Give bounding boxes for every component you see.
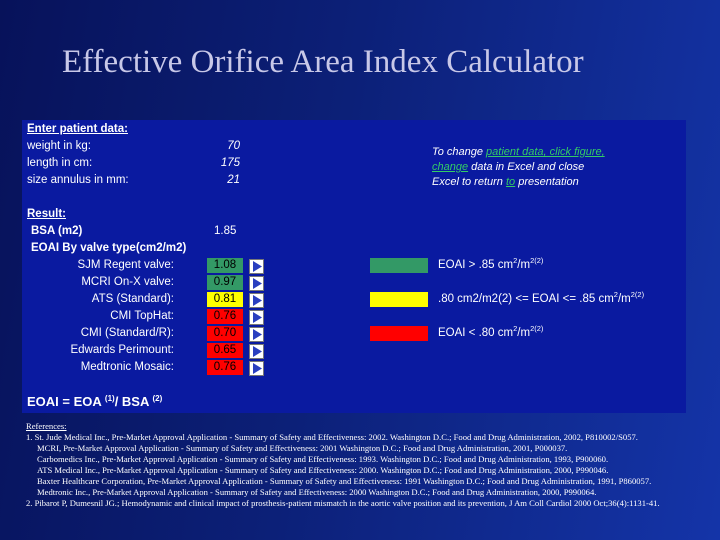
- legend-text-part: EOAI < .80 cm: [438, 327, 514, 339]
- excel-panel: Enter patient data: weight in kg: 70 length…: [22, 120, 686, 413]
- bsa-label: BSA (m2): [31, 225, 83, 237]
- result-heading: Result:: [27, 208, 66, 220]
- open-button[interactable]: [249, 361, 264, 376]
- legend-swatch: [370, 258, 428, 273]
- legend-text-part: .80 cm2/m2(2) <= EOAI <= .85 cm: [438, 293, 614, 305]
- valve-name: CMI TopHat:: [110, 310, 174, 322]
- input-label: length in cm:: [27, 157, 93, 169]
- open-button[interactable]: [249, 327, 264, 342]
- references: References: 1. St. Jude Medical Inc., Pre…: [26, 421, 660, 509]
- legend-text-part: /m: [517, 327, 531, 339]
- legend-text: .80 cm2/m2(2) <= EOAI <= .85 cm2/m2(2): [438, 290, 645, 307]
- valve-eoai: 0.70: [207, 326, 243, 341]
- instruction-line: Excel to return to presentation: [432, 175, 579, 190]
- instruction-line: To change patient data, click figure,: [432, 145, 605, 160]
- open-button[interactable]: [249, 293, 264, 308]
- reference-line: Baxter Healthcare Corporation, Pre-Marke…: [37, 476, 652, 486]
- legend-text: EOAI < .80 cm2/m2(2): [438, 324, 544, 341]
- reference-line: 2. Pibarot P, Dumesnil JG.; Hemodynamic …: [26, 498, 660, 508]
- legend-swatch: [370, 292, 428, 307]
- formula-superscript: (2): [152, 394, 163, 403]
- valve-name: Medtronic Mosaic:: [80, 361, 174, 373]
- valve-eoai: 1.08: [207, 258, 243, 273]
- link[interactable]: to: [505, 176, 516, 188]
- valve-name: MCRI On-X valve:: [81, 276, 174, 288]
- legend-superscript: 2: [613, 290, 618, 299]
- reference-line: 1. St. Jude Medical Inc., Pre-Market App…: [26, 432, 638, 442]
- slide-title: Effective Orifice Area Index Calculator: [62, 44, 584, 80]
- legend-text: EOAI > .85 cm2/m2(2): [438, 256, 544, 273]
- instruction-line: change data in Excel and close: [432, 160, 584, 175]
- input-heading: Enter patient data:: [27, 123, 128, 135]
- valve-name: CMI (Standard/R):: [80, 327, 174, 339]
- open-button[interactable]: [249, 344, 264, 359]
- input-label: weight in kg:: [27, 140, 91, 152]
- valve-name: ATS (Standard):: [91, 293, 174, 305]
- input-value: 70: [227, 140, 240, 152]
- valve-eoai: 0.65: [207, 343, 243, 358]
- reference-line: ATS Medical Inc., Pre-Market Approval Ap…: [37, 465, 609, 475]
- valve-name: SJM Regent valve:: [77, 259, 174, 271]
- bsa-value: 1.85: [214, 225, 237, 237]
- valve-name: Edwards Perimount:: [70, 344, 174, 356]
- legend-superscript: 2(2): [530, 324, 544, 333]
- formula-superscript: (1): [104, 394, 115, 403]
- legend-text-part: /m: [617, 293, 631, 305]
- legend-superscript: 2(2): [530, 256, 544, 265]
- reference-line: Medtronic Inc., Pre-Market Approval Appl…: [37, 487, 597, 497]
- valve-eoai: 0.81: [207, 292, 243, 307]
- instruction-text: To change: [432, 146, 487, 158]
- link[interactable]: patient data, click figure,: [486, 146, 605, 158]
- legend-text-part: EOAI > .85 cm: [438, 259, 514, 271]
- valve-eoai: 0.97: [207, 275, 243, 290]
- valve-eoai: 0.76: [207, 309, 243, 324]
- instruction-text: presentation: [515, 176, 579, 188]
- legend-superscript: 2(2): [630, 290, 645, 299]
- legend-superscript: 2: [513, 256, 518, 265]
- references-heading: References:: [26, 421, 67, 431]
- instruction-text: Excel to return: [432, 176, 506, 188]
- input-value: 175: [220, 157, 240, 169]
- reference-line: Carbomedics Inc., Pre-Market Approval Ap…: [37, 454, 609, 464]
- open-button[interactable]: [249, 276, 264, 291]
- formula-part: / BSA: [114, 394, 153, 409]
- reference-line: MCRI, Pre-Market Approval Application - …: [37, 443, 568, 453]
- legend-text-part: /m: [517, 259, 531, 271]
- legend-superscript: 2: [513, 324, 518, 333]
- instruction-text: data in Excel and close: [468, 161, 585, 173]
- formula: EOAI = EOA (1)/ BSA (2): [27, 394, 162, 409]
- legend-swatch: [370, 326, 428, 341]
- link[interactable]: change: [432, 161, 469, 173]
- formula-part: EOAI = EOA: [27, 394, 105, 409]
- eoai-heading: EOAI By valve type(cm2/m2): [31, 242, 187, 254]
- input-label: size annulus in mm:: [27, 174, 129, 186]
- valve-eoai: 0.76: [207, 360, 243, 375]
- open-button[interactable]: [249, 259, 264, 274]
- input-value: 21: [227, 174, 240, 186]
- open-button[interactable]: [249, 310, 264, 325]
